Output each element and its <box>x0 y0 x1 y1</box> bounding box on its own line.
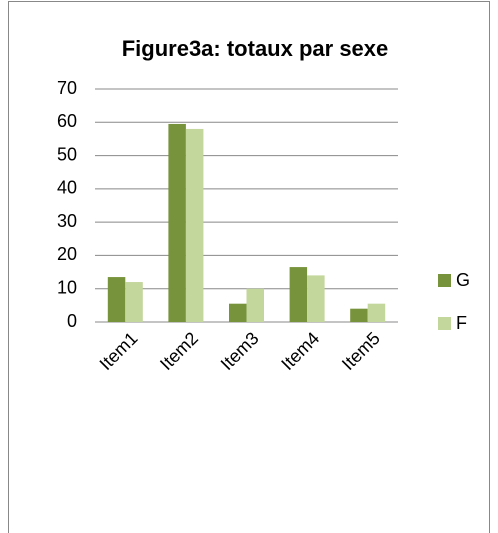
bar <box>229 303 247 322</box>
chart-border <box>8 1 490 533</box>
bar <box>125 282 143 322</box>
y-tick-label: 10 <box>57 277 77 297</box>
y-tick-label: 50 <box>57 144 77 164</box>
legend-swatch <box>438 317 451 330</box>
bar <box>168 123 186 322</box>
bar <box>246 288 264 322</box>
legend-label: G <box>456 270 470 290</box>
bar <box>107 277 126 322</box>
y-tick-label: 0 <box>67 311 77 331</box>
y-tick-label: 20 <box>57 244 77 264</box>
bar <box>307 275 325 322</box>
y-tick-label: 70 <box>57 78 77 98</box>
legend-swatch <box>438 274 451 287</box>
bar <box>367 303 386 322</box>
bar <box>289 267 308 322</box>
legend-label: F <box>456 313 467 333</box>
bar <box>350 308 368 322</box>
y-tick-label: 40 <box>57 178 77 198</box>
y-tick-label: 60 <box>57 111 77 131</box>
bar <box>185 128 204 322</box>
y-tick-label: 30 <box>57 211 77 231</box>
chart-title: Figure3a: totaux par sexe <box>122 36 389 61</box>
